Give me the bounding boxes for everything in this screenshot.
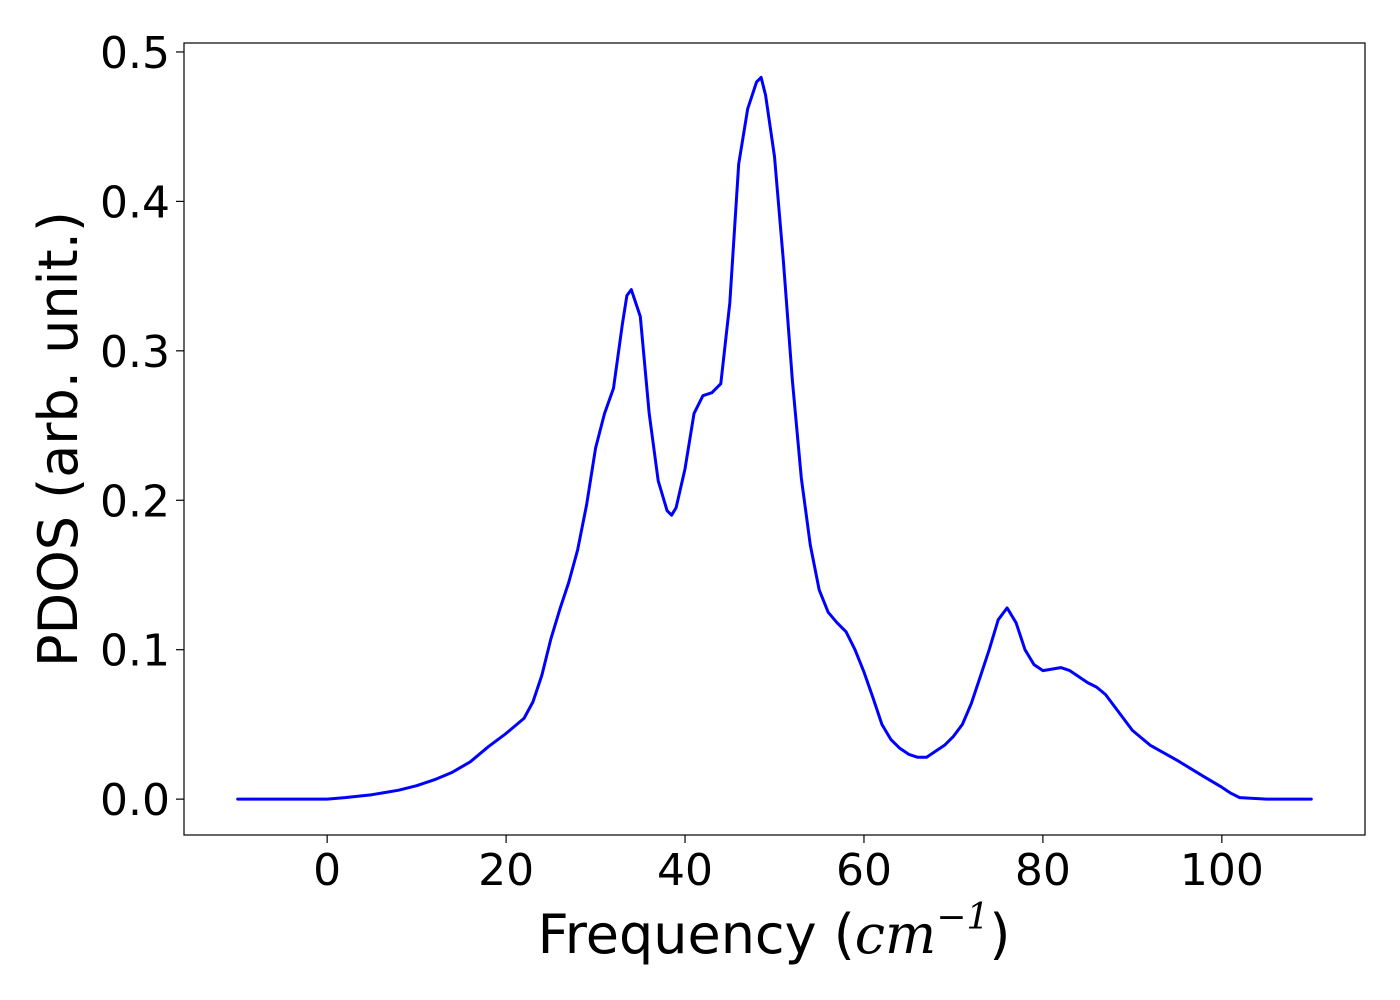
y-tick-label: 0.4	[100, 177, 170, 228]
plot-frame	[183, 42, 1366, 836]
x-tick-label: 40	[657, 845, 713, 896]
ticks-layer: 0 20 40 60 80 100 0.0 0.1 0.2 0.3 0.4 0.5	[100, 28, 1264, 896]
x-tick-label: 0	[313, 845, 341, 896]
x-tick-label: 100	[1180, 845, 1264, 896]
y-tick-label: 0.5	[100, 28, 170, 79]
y-tick-label: 0.2	[100, 476, 170, 527]
y-tick-label: 0.0	[100, 775, 170, 826]
x-tick-label: 80	[1015, 845, 1071, 896]
plot-background	[184, 43, 1365, 835]
series-layer	[236, 75, 1313, 801]
x-axis-title-math-exponent: −1	[936, 897, 989, 938]
y-axis-title: PDOS (arb. unit.)	[27, 211, 90, 667]
pdos-series-line	[236, 75, 1313, 801]
x-axis-title-text: Frequency (	[538, 903, 855, 966]
x-axis-title-math-base: cm	[855, 903, 936, 966]
x-axis-title-close: )	[989, 903, 1010, 966]
y-tick-label: 0.1	[100, 626, 170, 677]
x-axis-title: Frequency (cm−1)	[538, 897, 1011, 966]
x-tick-label: 60	[836, 845, 892, 896]
y-tick-label: 0.3	[100, 327, 170, 378]
x-tick-label: 20	[478, 845, 534, 896]
